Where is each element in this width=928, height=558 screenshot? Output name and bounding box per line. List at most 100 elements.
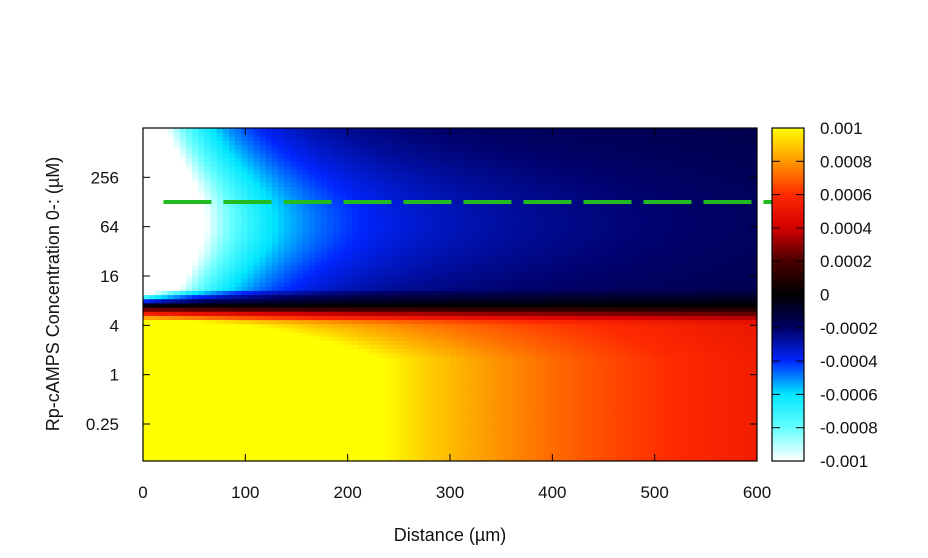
heatmap-cell xyxy=(179,444,187,450)
heatmap-cell xyxy=(511,356,519,362)
heatmap-cell xyxy=(394,128,402,133)
heatmap-cell xyxy=(492,415,500,420)
heatmap-cell xyxy=(235,165,242,171)
heatmap-cell xyxy=(462,306,470,312)
heatmap-cell xyxy=(179,402,187,408)
heatmap-cell xyxy=(450,348,457,354)
heatmap-cell xyxy=(364,240,371,246)
heatmap-cell xyxy=(388,182,396,187)
heatmap-cell xyxy=(265,165,273,171)
heatmap-cell xyxy=(474,227,482,233)
heatmap-cell xyxy=(259,298,267,304)
heatmap-cell xyxy=(499,427,506,433)
heatmap-cell xyxy=(228,148,236,154)
heatmap-cell xyxy=(198,136,205,142)
heatmap-cell xyxy=(222,402,230,408)
heatmap-cell xyxy=(247,169,255,175)
heatmap-cell xyxy=(308,132,316,137)
heatmap-cell xyxy=(357,277,365,283)
heatmap-cell xyxy=(161,290,169,296)
heatmap-cell xyxy=(228,431,236,437)
heatmap-cell xyxy=(339,390,347,395)
heatmap-cell xyxy=(192,315,199,321)
heatmap-cell xyxy=(228,344,236,350)
heatmap-cell xyxy=(265,373,273,379)
heatmap-cell xyxy=(259,169,267,175)
heatmap-cell xyxy=(388,282,396,287)
heatmap-cell xyxy=(345,252,353,258)
heatmap-cell xyxy=(480,398,488,404)
heatmap-cell xyxy=(450,444,457,450)
heatmap-cell xyxy=(216,406,224,412)
heatmap-cell xyxy=(167,423,175,429)
heatmap-cell xyxy=(185,444,193,450)
heatmap-cell xyxy=(290,232,298,237)
heatmap-cell xyxy=(517,344,525,350)
heatmap-cell xyxy=(308,356,316,362)
heatmap-cell xyxy=(437,252,445,258)
heatmap-cell xyxy=(413,415,420,420)
heatmap-cell xyxy=(192,232,199,237)
heatmap-cell xyxy=(413,290,420,296)
heatmap-cell xyxy=(204,402,212,408)
heatmap-cell xyxy=(413,448,420,454)
heatmap-cell xyxy=(468,177,476,183)
heatmap-cell xyxy=(173,227,181,233)
heatmap-cell xyxy=(185,452,193,458)
heatmap-cell xyxy=(382,219,390,225)
heatmap-cell xyxy=(492,140,500,146)
heatmap-cell xyxy=(382,386,390,391)
heatmap-cell xyxy=(394,286,402,291)
heatmap-cell xyxy=(222,190,230,196)
heatmap-cell xyxy=(407,423,414,429)
heatmap-cell xyxy=(308,252,316,258)
heatmap-cell xyxy=(357,323,365,329)
heatmap-cell xyxy=(179,232,187,237)
heatmap-cell xyxy=(388,219,396,225)
heatmap-cell xyxy=(265,381,273,387)
heatmap-cell xyxy=(247,415,255,420)
heatmap-cell xyxy=(143,306,150,312)
heatmap-cell xyxy=(499,361,506,366)
heatmap-cell xyxy=(499,356,506,362)
heatmap-cell xyxy=(517,182,525,187)
heatmap-cell xyxy=(143,444,150,450)
heatmap-cell xyxy=(492,436,500,441)
heatmap-cell xyxy=(271,182,279,187)
heatmap-cell xyxy=(523,348,531,354)
heatmap-cell xyxy=(480,356,488,362)
heatmap-cell xyxy=(192,327,199,333)
heatmap-cell xyxy=(155,165,163,171)
heatmap-cell xyxy=(192,411,199,416)
heatmap-cell xyxy=(456,344,463,350)
heatmap-cell xyxy=(517,406,525,412)
heatmap-cell xyxy=(149,227,156,233)
heatmap-cell xyxy=(376,356,384,362)
heatmap-cell xyxy=(228,136,236,142)
heatmap-cell xyxy=(499,215,506,221)
heatmap-cell xyxy=(327,257,334,262)
heatmap-cell xyxy=(235,128,242,133)
heatmap-cell xyxy=(425,365,433,371)
heatmap-cell xyxy=(265,319,273,325)
heatmap-cell xyxy=(204,423,212,429)
heatmap-cell xyxy=(474,336,482,341)
heatmap-cell xyxy=(407,161,414,167)
heatmap-cell xyxy=(474,344,482,350)
heatmap-cell xyxy=(394,265,402,271)
heatmap-cell xyxy=(284,282,291,287)
heatmap-cell xyxy=(241,169,248,175)
heatmap-cell xyxy=(517,456,525,461)
heatmap-cell xyxy=(394,132,402,137)
heatmap-cell xyxy=(480,319,488,325)
heatmap-cell xyxy=(210,286,218,291)
heatmap-cell xyxy=(517,431,525,437)
heatmap-cell xyxy=(314,423,322,429)
heatmap-cell xyxy=(456,319,463,325)
heatmap-cell xyxy=(284,386,291,391)
heatmap-cell xyxy=(492,265,500,271)
heatmap-cell xyxy=(462,140,470,146)
heatmap-cell xyxy=(185,331,193,337)
heatmap-cell xyxy=(235,456,242,461)
heatmap-cell xyxy=(222,269,230,275)
